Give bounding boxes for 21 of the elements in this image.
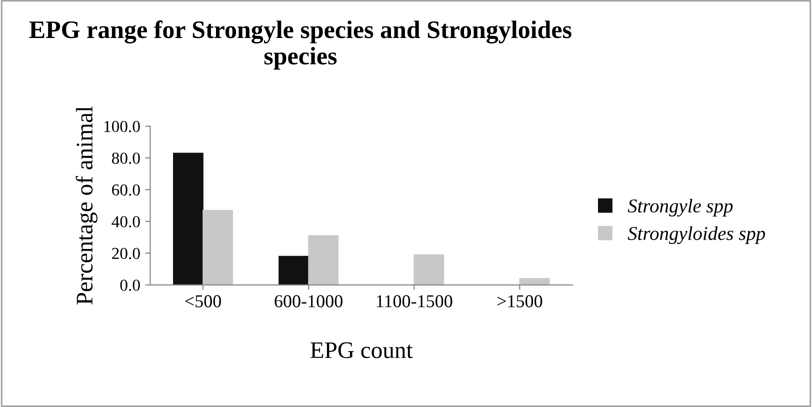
bar [414,254,444,285]
bar [519,278,550,285]
x-tick-label: <500 [185,295,221,308]
y-tick-label: 60.0 [112,184,140,196]
y-tick-label: 0.0 [120,280,140,291]
x-tick-label: 1100-1500 [376,295,452,308]
x-axis-title: EPG count [310,342,413,358]
x-tick-label: 600-1000 [274,295,342,308]
y-tick-label: 40.0 [112,216,140,228]
bar [278,256,309,285]
bar [308,235,339,285]
legend-label: Strongyloides spp [628,226,766,244]
legend-label: Strongyle spp [628,198,733,217]
y-tick-label: 20.0 [112,248,140,260]
bar [202,210,233,285]
bar [173,152,204,285]
x-tick-label: >1500 [497,295,542,308]
y-tick-label: 80.0 [112,152,140,164]
y-tick-label: 100.0 [104,120,140,132]
y-axis-title: Percentage of animal [76,106,98,304]
chart-title: EPG range for Strongyle species and Strongyloides species [29,20,572,70]
